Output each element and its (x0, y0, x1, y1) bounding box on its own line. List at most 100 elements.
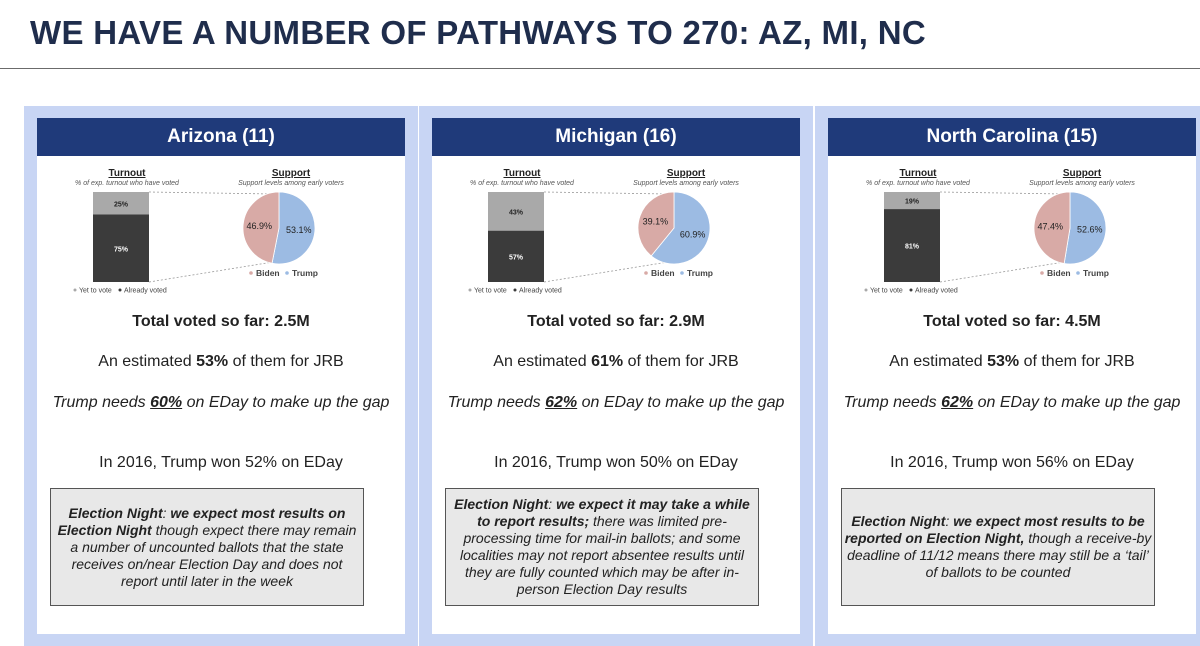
note-colon: : (548, 496, 557, 512)
pie-slice-trump (650, 191, 711, 265)
needs-value: 60% (150, 394, 183, 411)
bar-label-yet: 43% (509, 209, 524, 216)
note-text: Election Night: we expect it may take a … (448, 496, 756, 598)
legend-dot-yet (468, 288, 472, 292)
estimated-value: 53% (987, 353, 1020, 370)
turnout-heading: Turnout (108, 168, 146, 179)
state-card: North Carolina (15) Turnout% of exp. turn… (815, 106, 1200, 646)
won-2016: In 2016, Trump won 52% on EDay (99, 454, 343, 471)
legend-dot-already (118, 288, 122, 292)
state-header: North Carolina (15) (828, 118, 1196, 156)
pie-slice-trump (271, 191, 316, 265)
charts-figure: 19% 81% 52.6% 47.4% Yet to vote Already voted… (864, 191, 1109, 295)
won-2016: In 2016, Trump won 50% on EDay (494, 454, 738, 471)
estimated-prefix: An estimated (889, 353, 988, 370)
pie-slice-biden (637, 191, 675, 257)
connector-line-top (148, 191, 274, 195)
connector-line-bottom (939, 261, 1065, 283)
state-header: Michigan (16) (432, 118, 800, 156)
bar-label-already: 57% (509, 254, 524, 261)
trump-needs: Trump needs 62% on EDay to make up the g… (432, 393, 800, 413)
bar-label-already: 75% (114, 246, 129, 253)
legend-dot-trump (285, 271, 289, 275)
note-emphasis: we expect most results on Election Night (57, 504, 346, 538)
pie-slice-biden (1033, 191, 1071, 264)
legend-dot-yet (864, 288, 868, 292)
state-card: Arizona (11) Turnout% of exp. turnout who… (24, 106, 418, 646)
support-heading: Support (271, 168, 311, 179)
total-voted: Total voted so far: 2.9M (527, 313, 705, 330)
note-colon: : (162, 504, 171, 521)
election-night-note: Election Night: we expect most results o… (50, 488, 364, 606)
needs-value: 62% (941, 394, 974, 411)
bar-segment-yet-to-vote (93, 192, 149, 215)
estimated-prefix: An estimated (98, 353, 197, 370)
legend-dot-already (513, 288, 517, 292)
bar-segment-already-voted (93, 214, 149, 282)
legend-dot-biden (644, 271, 648, 275)
legend-dot-yet (73, 288, 77, 292)
legend-biden: Biden (1047, 268, 1071, 278)
support-heading: Support (666, 168, 706, 179)
turnout-heading: Turnout (503, 168, 541, 179)
connector-line-top (543, 191, 669, 195)
support-heading: Support (1062, 168, 1102, 179)
legend-biden: Biden (256, 268, 280, 278)
legend-already-voted: Already voted (519, 288, 562, 295)
slide-title: WE HAVE A NUMBER OF PATHWAYS TO 270: AZ,… (30, 14, 926, 51)
connector-line-bottom (543, 261, 669, 283)
needs-suffix: on EDay to make up the gap (577, 394, 785, 411)
legend-trump: Trump (687, 268, 713, 278)
pie-label-biden: 39.1% (643, 216, 669, 226)
election-night-note: Election Night: we expect it may take a … (445, 488, 759, 606)
total-voted: Total voted so far: 2.5M (132, 313, 310, 330)
legend-dot-biden (249, 271, 253, 275)
legend-dot-trump (1076, 271, 1080, 275)
state-card: Michigan (16) Turnout% of exp. turnout wh… (419, 106, 813, 646)
bar-segment-already-voted (884, 209, 940, 282)
legend-dot-biden (1040, 271, 1044, 275)
support-subtitle: Support levels among early voters (238, 180, 344, 187)
turnout-subtitle: % of exp. turnout who have voted (75, 180, 179, 187)
bar-label-yet: 19% (905, 199, 920, 206)
bar-segment-yet-to-vote (884, 192, 940, 210)
pie-label-biden: 47.4% (1038, 221, 1064, 231)
connector-line-top (939, 191, 1065, 195)
estimated-value: 61% (591, 353, 624, 370)
legend-dot-already (909, 288, 913, 292)
state-header: Arizona (11) (37, 118, 405, 156)
estimated-share: An estimated 61% of them for JRB (432, 353, 800, 371)
state-card-body: North Carolina (15) Turnout% of exp. turn… (828, 118, 1196, 634)
legend-trump: Trump (1083, 268, 1109, 278)
needs-value: 62% (545, 394, 578, 411)
bar-segment-already-voted (488, 230, 544, 282)
note-emphasis: we expect it may take a while to report … (477, 496, 750, 529)
pie-label-trump: 52.6% (1077, 225, 1103, 235)
pie-label-trump: 53.1% (286, 225, 312, 235)
state-card-body: Arizona (11) Turnout% of exp. turnout who… (37, 118, 405, 634)
total-voted: Total voted so far: 4.5M (923, 313, 1101, 330)
charts-figure: 43% 57% 60.9% 39.1% Yet to vote Already voted… (468, 191, 713, 295)
needs-suffix: on EDay to make up the gap (182, 394, 390, 411)
note-detail: though expect there may remain a number … (70, 521, 357, 589)
support-subtitle: Support levels among early voters (1029, 180, 1135, 187)
legend-yet-to-vote: Yet to vote (474, 288, 507, 295)
needs-prefix: Trump needs (447, 394, 546, 411)
pie-slice-trump (1063, 191, 1107, 265)
note-label: Election Night (851, 513, 946, 529)
legend-biden: Biden (651, 268, 675, 278)
note-detail: though a receive-by deadline of 11/12 me… (847, 530, 1152, 580)
pie-slice-biden (242, 191, 280, 264)
pie-label-trump: 60.9% (680, 230, 706, 240)
charts-figure: 25% 75% 53.1% 46.9% Yet to vote Already voted… (73, 191, 318, 295)
note-colon: : (945, 513, 954, 529)
needs-prefix: Trump needs (52, 394, 151, 411)
bar-segment-yet-to-vote (488, 192, 544, 231)
legend-yet-to-vote: Yet to vote (870, 288, 903, 295)
needs-suffix: on EDay to make up the gap (973, 394, 1181, 411)
turnout-subtitle: % of exp. turnout who have voted (866, 180, 970, 187)
legend-already-voted: Already voted (915, 288, 958, 295)
legend-dot-trump (680, 271, 684, 275)
estimated-share: An estimated 53% of them for JRB (828, 353, 1196, 371)
note-text: Election Night: we expect most results t… (844, 513, 1152, 581)
